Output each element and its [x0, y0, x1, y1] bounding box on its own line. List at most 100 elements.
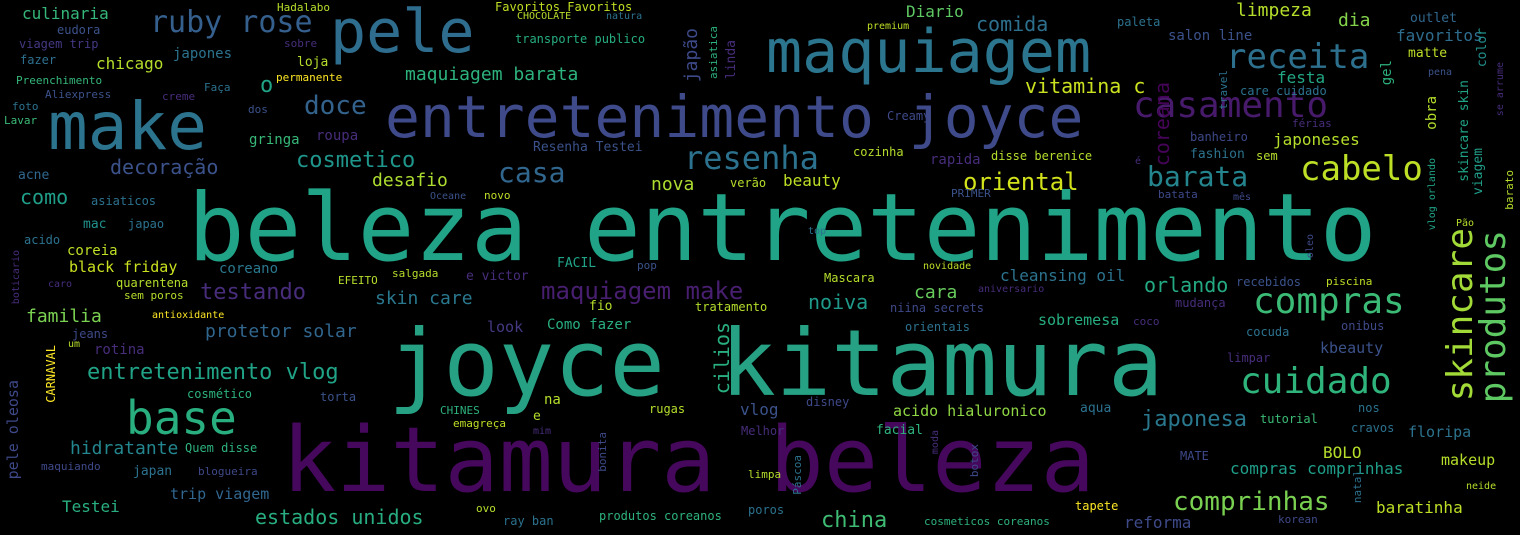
word: protetor solar	[205, 321, 357, 342]
word: beleza entretenimento	[188, 174, 1377, 283]
word: sobre	[284, 37, 318, 50]
word: japao	[128, 217, 165, 231]
word: Favoritos Favoritos	[495, 0, 633, 14]
word: natura	[606, 11, 643, 22]
word: novidade	[923, 261, 972, 272]
word: viagem trip	[19, 37, 99, 51]
word: doce	[304, 91, 367, 121]
word: fashion	[1190, 147, 1245, 162]
word: pele oleosa	[4, 380, 22, 480]
word: entretenimento joyce	[385, 83, 1084, 151]
word: rugas	[649, 402, 686, 416]
word: japão	[681, 28, 702, 83]
word: pele	[330, 0, 475, 67]
word: paleta	[1117, 15, 1161, 29]
word: batata	[1158, 188, 1198, 201]
word: japonesa	[1141, 407, 1247, 432]
word: na	[544, 392, 561, 408]
word: BOLO	[1323, 443, 1362, 462]
word: orlando	[1144, 273, 1229, 297]
word: um	[68, 339, 81, 350]
word: CARNAVAL	[44, 345, 58, 403]
word: Creamy	[887, 109, 931, 123]
word: kitamura beleza	[282, 408, 1095, 513]
word: sem	[1256, 149, 1278, 163]
word: banheiro	[1190, 130, 1248, 144]
word: onibus	[1341, 319, 1385, 333]
word: cozinha	[853, 145, 904, 159]
word: pop	[637, 259, 657, 272]
word: gel	[1379, 60, 1395, 86]
word: loja	[297, 55, 329, 70]
word: CHOCOLATE	[517, 11, 572, 22]
word: tapete	[1075, 499, 1119, 513]
word: viagem	[1471, 148, 1486, 195]
word: maquiagem make	[541, 277, 744, 305]
word: pena	[1428, 67, 1453, 78]
word: Lavar	[4, 114, 38, 127]
word: estados unidos	[255, 505, 424, 529]
word: produtos	[1473, 230, 1514, 404]
word: care cuidado	[1240, 84, 1327, 98]
word: desafio	[372, 170, 448, 191]
word: Mascara	[824, 271, 875, 285]
word: EFEITO	[338, 274, 378, 287]
word: culinaria	[22, 4, 109, 23]
word: reforma	[1124, 513, 1192, 532]
word: joyce kitamura	[388, 310, 1164, 417]
word: linda	[724, 40, 739, 80]
word: roupa	[316, 128, 359, 144]
word: fazer	[20, 53, 57, 67]
word: acido hialuronico	[893, 402, 1047, 420]
word: dos	[248, 103, 268, 116]
word: férias	[1292, 117, 1332, 130]
word: comprinhas	[1173, 487, 1330, 517]
word: fio	[589, 299, 613, 314]
word: caro	[48, 279, 73, 290]
word: festa	[1277, 68, 1326, 87]
word: premium	[867, 21, 910, 32]
word: entretenimento vlog	[87, 360, 339, 385]
word: salgada	[392, 267, 439, 280]
word: make	[48, 88, 207, 165]
word: tratamento	[695, 300, 768, 314]
word: antioxidante	[152, 310, 225, 321]
word: produtos coreanos	[599, 509, 722, 523]
word: mudança	[1175, 296, 1226, 310]
word: natal	[1351, 470, 1364, 504]
word: cleansing oil	[1000, 266, 1126, 285]
word: transporte publico	[515, 32, 646, 46]
word: coreia	[67, 243, 118, 259]
word: skin care	[375, 288, 473, 309]
word: cosmetico	[296, 148, 416, 173]
word: barata	[1147, 160, 1249, 193]
word: baratinha	[1376, 498, 1463, 517]
word: verão	[730, 176, 767, 190]
word: bonita	[596, 432, 609, 472]
word: facial	[876, 423, 923, 438]
word: cocuda	[1246, 325, 1290, 339]
word: coreano	[219, 261, 279, 277]
word: obra	[1424, 96, 1440, 130]
word: japoneses	[1273, 130, 1360, 149]
word: floripa	[1408, 423, 1472, 441]
word: Páscoa	[791, 455, 804, 495]
word: coreana	[1150, 82, 1174, 167]
word: top	[808, 226, 827, 237]
word: barato	[1503, 170, 1516, 210]
word: torta	[320, 390, 357, 404]
word: maquiagem barata	[405, 64, 579, 85]
word: Resenha Testei	[533, 140, 643, 155]
word: nos	[1358, 401, 1380, 415]
word: e victor	[466, 269, 529, 284]
word: poros	[748, 503, 785, 517]
word: korean	[1278, 513, 1318, 526]
word: como	[20, 185, 69, 209]
word: creme	[162, 90, 196, 103]
word: ruby rose	[150, 5, 313, 40]
word: limpeza	[1236, 0, 1312, 21]
word: piscina	[1326, 275, 1373, 288]
word: quarentena	[116, 276, 189, 290]
word: trip viagem	[170, 485, 270, 503]
word: é	[1135, 156, 1142, 167]
